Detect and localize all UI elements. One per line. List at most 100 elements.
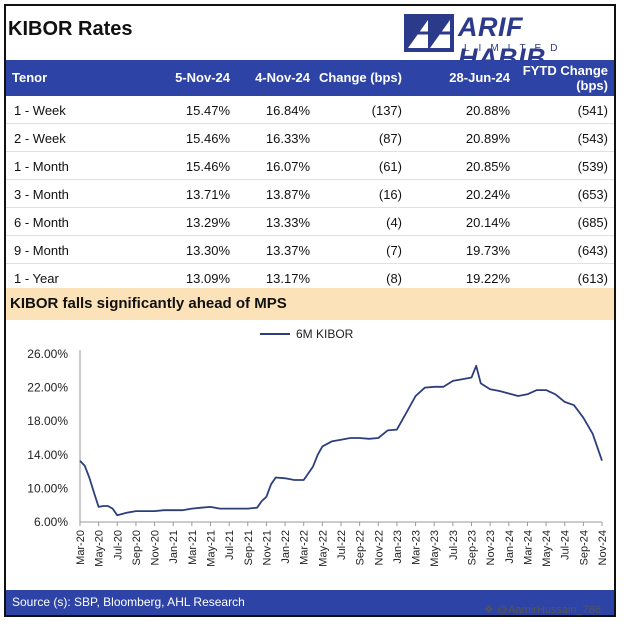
cell-tenor: 6 - Month xyxy=(14,215,69,230)
cell-change: (7) xyxy=(386,243,402,258)
x-tick-label: Mar-21 xyxy=(187,530,199,565)
table-row: 6 - Month 13.29% 13.33% (4) 20.14% (685) xyxy=(6,208,614,236)
cell-nov4: 13.17% xyxy=(265,271,310,286)
x-tick-label: May-20 xyxy=(94,530,106,567)
x-tick-label: Jan-21 xyxy=(168,530,180,564)
cell-nov5: 13.71% xyxy=(185,187,230,202)
table-header: Tenor 5-Nov-24 4-Nov-24 Change (bps) 28-… xyxy=(6,60,614,96)
col-tenor: Tenor xyxy=(12,70,48,85)
cell-jun28: 20.89% xyxy=(465,131,510,146)
x-tick-label: Jul-21 xyxy=(224,530,236,560)
table-row: 1 - Year 13.09% 13.17% (8) 19.22% (613) xyxy=(6,264,614,292)
section-title: KIBOR falls significantly ahead of MPS xyxy=(10,295,287,312)
col-fytd-line2: (bps) xyxy=(576,78,608,93)
cell-fytd: (685) xyxy=(577,215,608,230)
x-tick-label: Nov-23 xyxy=(485,530,497,565)
cell-nov4: 13.33% xyxy=(265,215,310,230)
x-tick-label: Jul-20 xyxy=(112,530,124,560)
x-tick-label: Sep-24 xyxy=(578,530,590,565)
y-tick-label: 10.00% xyxy=(27,481,68,495)
x-tick-label: May-24 xyxy=(541,530,553,567)
table-row: 1 - Week 15.47% 16.84% (137) 20.88% (541… xyxy=(6,96,614,124)
x-tick-label: May-21 xyxy=(206,530,218,567)
col-jun28: 28-Jun-24 xyxy=(449,70,510,85)
table-row: 2 - Week 15.46% 16.33% (87) 20.89% (543) xyxy=(6,124,614,152)
table-row: 3 - Month 13.71% 13.87% (16) 20.24% (653… xyxy=(6,180,614,208)
cell-jun28: 20.14% xyxy=(465,215,510,230)
y-tick-label: 18.00% xyxy=(27,414,68,428)
x-tick-label: May-22 xyxy=(317,530,329,567)
cell-fytd: (539) xyxy=(577,159,608,174)
x-tick-label: Jan-24 xyxy=(504,530,516,564)
x-tick-label: Jan-22 xyxy=(280,530,292,564)
cell-tenor: 9 - Month xyxy=(14,243,69,258)
x-tick-label: Nov-24 xyxy=(597,530,609,565)
table-row: 1 - Month 15.46% 16.07% (61) 20.85% (539… xyxy=(6,152,614,180)
cell-fytd: (541) xyxy=(577,103,608,118)
cell-tenor: 3 - Month xyxy=(14,187,69,202)
col-fytd-line1: FYTD Change xyxy=(522,63,608,78)
cell-jun28: 20.85% xyxy=(465,159,510,174)
x-tick-label: May-23 xyxy=(429,530,441,567)
footer-bar: Source (s): SBP, Bloomberg, AHL Research xyxy=(6,590,614,615)
x-tick-label: Sep-21 xyxy=(243,530,255,565)
cell-nov4: 13.87% xyxy=(265,187,310,202)
cell-jun28: 19.22% xyxy=(465,271,510,286)
table-body: 1 - Week 15.47% 16.84% (137) 20.88% (541… xyxy=(6,96,614,292)
series-line-6m-kibor xyxy=(79,364,603,517)
cell-nov5: 15.46% xyxy=(185,131,230,146)
cell-fytd: (643) xyxy=(577,243,608,258)
cell-nov5: 15.46% xyxy=(185,159,230,174)
cell-change: (137) xyxy=(371,103,402,118)
kibor-chart: 6.00% 10.00% 14.00% 18.00% 22.00% 26.00% Mar-2… xyxy=(6,322,614,586)
x-tick-label: Nov-21 xyxy=(261,530,273,565)
watermark: ❖ @AamirHussain_786 xyxy=(484,603,601,616)
x-tick-label: Mar-20 xyxy=(75,530,87,565)
company-logo: ARIF HABIB LIMITED xyxy=(404,12,610,73)
x-tick-label: Nov-20 xyxy=(150,530,162,565)
report-header: KIBOR Rates ARIF HABIB LIMITED xyxy=(4,4,612,73)
watermark-text: @AamirHussain_786 xyxy=(496,604,602,616)
table-row: 9 - Month 13.30% 13.37% (7) 19.73% (643) xyxy=(6,236,614,264)
y-tick-label: 26.00% xyxy=(27,347,68,361)
x-tick-label: Mar-24 xyxy=(522,530,534,565)
x-tick-label: Mar-23 xyxy=(411,530,423,565)
source-note: Source (s): SBP, Bloomberg, AHL Research xyxy=(12,595,245,609)
cell-tenor: 1 - Week xyxy=(14,103,66,118)
cell-fytd: (543) xyxy=(577,131,608,146)
watermark-icon: ❖ xyxy=(484,604,497,616)
y-tick-label: 14.00% xyxy=(27,448,68,462)
section-banner: KIBOR falls significantly ahead of MPS xyxy=(6,288,614,320)
cell-nov5: 13.30% xyxy=(185,243,230,258)
x-tick-label: Jul-23 xyxy=(448,530,460,560)
y-tick-label: 6.00% xyxy=(34,515,68,529)
cell-nov4: 16.07% xyxy=(265,159,310,174)
cell-nov4: 13.37% xyxy=(265,243,310,258)
kibor-table: Tenor 5-Nov-24 4-Nov-24 Change (bps) 28-… xyxy=(6,60,614,292)
cell-tenor: 1 - Month xyxy=(14,159,69,174)
x-tick-label: Sep-20 xyxy=(131,530,143,565)
cell-jun28: 19.73% xyxy=(465,243,510,258)
cell-tenor: 1 - Year xyxy=(14,271,59,286)
cell-fytd: (653) xyxy=(577,187,608,202)
col-nov5: 5-Nov-24 xyxy=(175,70,230,85)
cell-jun28: 20.88% xyxy=(465,103,510,118)
cell-nov4: 16.33% xyxy=(265,131,310,146)
logo-subtitle: LIMITED xyxy=(464,43,567,54)
x-tick-label: Jul-24 xyxy=(560,530,572,560)
cell-change: (16) xyxy=(378,187,402,202)
x-tick-label: Nov-22 xyxy=(373,530,385,565)
cell-fytd: (613) xyxy=(577,271,608,286)
x-tick-label: Jan-23 xyxy=(392,530,404,564)
logo-mark-icon xyxy=(404,14,454,52)
cell-change: (61) xyxy=(378,159,402,174)
col-fytd: FYTD Change (bps) xyxy=(523,63,608,93)
cell-nov5: 13.29% xyxy=(185,215,230,230)
legend-label: 6M KIBOR xyxy=(296,327,354,341)
col-change: Change (bps) xyxy=(318,70,402,85)
x-tick-label: Mar-22 xyxy=(299,530,311,565)
col-nov4: 4-Nov-24 xyxy=(255,70,310,85)
cell-nov5: 13.09% xyxy=(185,271,230,286)
cell-tenor: 2 - Week xyxy=(14,131,66,146)
cell-jun28: 20.24% xyxy=(465,187,510,202)
